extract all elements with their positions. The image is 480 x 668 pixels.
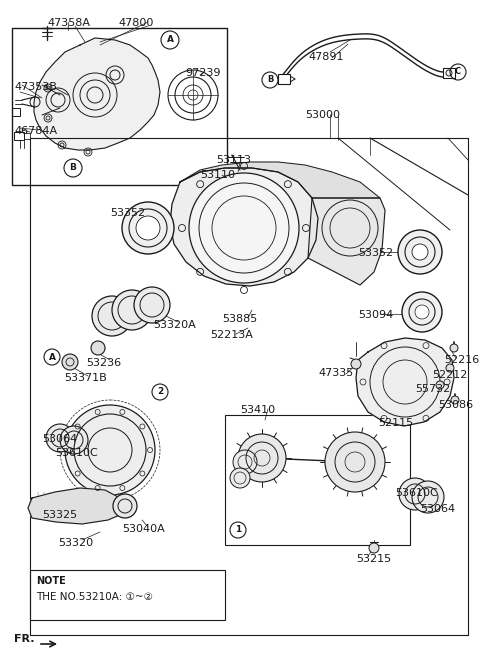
Text: THE NO.53210A: ①~②: THE NO.53210A: ①~② — [36, 592, 153, 602]
Circle shape — [230, 468, 250, 488]
Circle shape — [46, 424, 74, 452]
Circle shape — [398, 230, 442, 274]
Text: 2: 2 — [157, 387, 163, 397]
Text: 53352: 53352 — [110, 208, 145, 218]
Text: A: A — [167, 35, 173, 45]
Circle shape — [451, 396, 459, 404]
Text: 55732: 55732 — [415, 384, 450, 394]
Bar — [30, 570, 225, 620]
Circle shape — [122, 202, 174, 254]
Text: 53371B: 53371B — [64, 373, 107, 383]
Text: B: B — [70, 164, 76, 172]
Text: 53236: 53236 — [86, 358, 121, 368]
Circle shape — [412, 244, 428, 260]
Bar — [12, 108, 20, 116]
Text: 52115: 52115 — [378, 418, 413, 428]
Text: 53610C: 53610C — [395, 488, 438, 498]
Circle shape — [65, 405, 155, 495]
Text: 53064: 53064 — [42, 434, 77, 444]
Text: 53094: 53094 — [358, 310, 393, 320]
Text: 52216: 52216 — [444, 355, 479, 365]
Text: 53320: 53320 — [58, 538, 93, 548]
Circle shape — [112, 290, 152, 330]
Circle shape — [436, 381, 444, 389]
Circle shape — [62, 354, 78, 370]
Text: 53113: 53113 — [216, 155, 251, 165]
Text: 53064: 53064 — [420, 504, 455, 514]
Bar — [24, 133, 30, 139]
Text: 53086: 53086 — [438, 400, 473, 410]
Text: 53410: 53410 — [240, 405, 275, 415]
Text: 47800: 47800 — [118, 18, 154, 28]
Text: 47353B: 47353B — [14, 82, 57, 92]
Polygon shape — [356, 338, 454, 426]
Bar — [443, 68, 455, 78]
Circle shape — [351, 359, 361, 369]
Circle shape — [325, 432, 385, 492]
Circle shape — [136, 216, 160, 240]
Polygon shape — [170, 168, 318, 286]
Text: 47358A: 47358A — [47, 18, 90, 28]
Circle shape — [450, 344, 458, 352]
Polygon shape — [34, 38, 160, 150]
Text: 53215: 53215 — [356, 554, 391, 564]
Text: 53610C: 53610C — [55, 448, 98, 458]
Polygon shape — [180, 162, 380, 198]
Text: 53040A: 53040A — [122, 524, 165, 534]
Circle shape — [415, 305, 429, 319]
Bar — [225, 415, 410, 545]
Circle shape — [412, 481, 444, 513]
Text: 97239: 97239 — [185, 68, 220, 78]
Circle shape — [60, 426, 88, 454]
Text: A: A — [48, 353, 56, 361]
Text: 53325: 53325 — [42, 510, 77, 520]
Circle shape — [113, 494, 137, 518]
Bar — [278, 74, 290, 84]
Text: 52212: 52212 — [432, 370, 468, 380]
Text: 53320A: 53320A — [153, 320, 196, 330]
Circle shape — [399, 478, 431, 510]
Text: 53352: 53352 — [358, 248, 393, 258]
Text: FR.: FR. — [14, 634, 35, 644]
Text: C: C — [455, 67, 461, 77]
Circle shape — [369, 543, 379, 553]
Text: 52213A: 52213A — [210, 330, 253, 340]
Circle shape — [91, 341, 105, 355]
Text: 47891: 47891 — [308, 52, 344, 62]
Text: 53885: 53885 — [222, 314, 257, 324]
Circle shape — [322, 200, 378, 256]
Text: 47335: 47335 — [318, 368, 353, 378]
Bar — [14, 132, 24, 140]
Circle shape — [233, 450, 257, 474]
Circle shape — [92, 296, 132, 336]
Circle shape — [446, 364, 454, 372]
Polygon shape — [308, 198, 385, 285]
Polygon shape — [28, 488, 125, 524]
Text: 53000: 53000 — [305, 110, 340, 120]
Text: NOTE: NOTE — [36, 576, 66, 586]
Circle shape — [238, 434, 286, 482]
Circle shape — [189, 173, 299, 283]
Text: B: B — [267, 75, 273, 84]
Circle shape — [134, 287, 170, 323]
Text: 46784A: 46784A — [14, 126, 57, 136]
Bar — [12, 28, 227, 185]
Text: 53110: 53110 — [200, 170, 235, 180]
Text: 1: 1 — [235, 526, 241, 534]
Circle shape — [402, 292, 442, 332]
